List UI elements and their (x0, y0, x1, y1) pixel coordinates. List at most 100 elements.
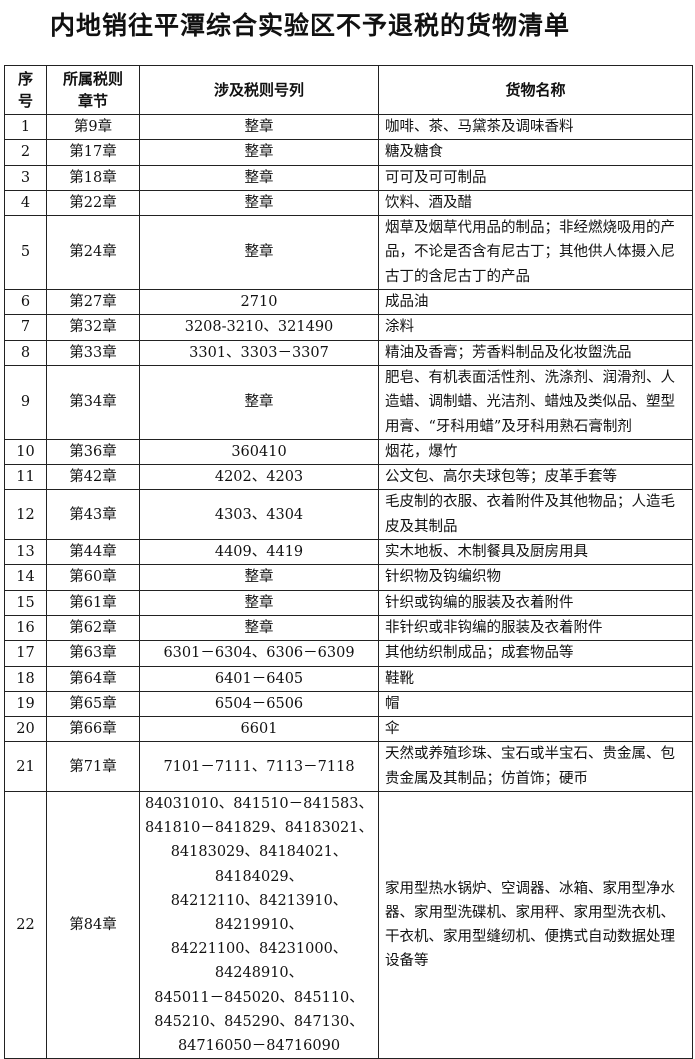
cell-goods: 精油及香膏；芳香料制品及化妆盥洗品 (378, 339, 693, 366)
header-codes: 涉及税则号列 (139, 65, 379, 115)
cell-goods: 公文包、高尔夫球包等；皮革手套等 (378, 464, 693, 491)
code-line: 84221100、84231000、84248910、 (170, 941, 348, 982)
cell-chapter: 第24章 (46, 215, 140, 291)
cell-no: 1 (4, 113, 47, 141)
table-row: 13 第44章 4409、4419 实木地板、木制餐具及厨房用具 (4, 539, 693, 566)
table-row: 16 第62章 整章 非针织或非钩编的服装及衣着附件 (4, 614, 693, 642)
table-row: 14 第60章 整章 针织物及钩编织物 (4, 564, 693, 591)
cell-goods: 帽 (378, 690, 693, 718)
table-row: 8 第33章 3301、3303－3307 精油及香膏；芳香料制品及化妆盥洗品 (4, 339, 693, 366)
cell-chapter: 第65章 (46, 690, 140, 718)
cell-codes: 6504－6506 (139, 690, 379, 718)
cell-no: 3 (4, 164, 47, 191)
cell-no: 16 (4, 614, 47, 642)
cell-goods: 成品油 (378, 289, 693, 316)
cell-no: 2 (4, 139, 47, 166)
cell-codes: 3208-3210、321490 (139, 314, 379, 341)
cell-codes: 3301、3303－3307 (139, 339, 379, 366)
header-no: 序号 (4, 65, 47, 115)
cell-no: 21 (4, 741, 47, 793)
cell-no: 7 (4, 314, 47, 341)
cell-chapter: 第17章 (46, 139, 140, 166)
header-chapter-line2: 章节 (77, 92, 108, 110)
table-row: 12 第43章 4303、4304 毛皮制的衣服、衣着附件及其他物品；人造毛皮及其制品 (4, 489, 693, 541)
cell-codes: 整章 (139, 614, 379, 642)
table-row: 20 第66章 6601 伞 (4, 716, 693, 743)
table-row: 21 第71章 7101－7111、7113－7118 天然或养殖珍珠、宝石或半宝石、… (4, 741, 693, 793)
table-row: 19 第65章 6504－6506 帽 (4, 690, 693, 718)
cell-codes: 整章 (139, 564, 379, 591)
table-row: 15 第61章 整章 针织或钩编的服装及衣着附件 (4, 589, 693, 616)
code-line: 845011－845020、845110、 (154, 989, 364, 1006)
table-row: 2 第17章 整章 糖及糖食 (4, 139, 693, 166)
header-no-line1: 序 (17, 70, 33, 88)
page-title: 内地销往平潭综合实验区不予退税的货物清单 (50, 11, 571, 40)
cell-goods: 针织或钩编的服装及衣着附件 (378, 589, 693, 616)
cell-goods: 伞 (378, 716, 693, 743)
cell-chapter: 第27章 (46, 289, 140, 316)
header-chapter-line1: 所属税则 (62, 70, 123, 88)
cell-codes: 4303、4304 (139, 489, 379, 541)
table-row: 11 第42章 4202、4203 公文包、高尔夫球包等；皮革手套等 (4, 464, 693, 491)
cell-chapter: 第36章 (46, 438, 140, 466)
cell-chapter: 第44章 (46, 539, 140, 566)
table-row: 1 第9章 整章 咖啡、茶、马黛茶及调味香料 (4, 113, 693, 141)
cell-codes: 2710 (139, 289, 379, 316)
cell-goods: 毛皮制的衣服、衣着附件及其他物品；人造毛皮及其制品 (378, 489, 693, 541)
cell-codes: 6601 (139, 716, 379, 743)
cell-goods: 其他纺织制成品；成套物品等 (378, 640, 693, 667)
cell-codes: 整章 (139, 189, 379, 217)
cell-codes: 6401－6405 (139, 665, 379, 692)
table-row: 7 第32章 3208-3210、321490 涂料 (4, 314, 693, 341)
cell-codes: 整章 (139, 139, 379, 166)
cell-chapter: 第33章 (46, 339, 140, 366)
table-row: 4 第22章 整章 饮料、酒及醋 (4, 189, 693, 217)
cell-codes: 整章 (139, 364, 379, 440)
cell-chapter: 第64章 (46, 665, 140, 692)
cell-goods: 家用型热水锅炉、空调器、冰箱、家用型净水器、家用型洗碟机、家用秤、家用型洗衣机、… (378, 791, 693, 1059)
cell-chapter: 第63章 (46, 640, 140, 667)
cell-goods: 针织物及钩编织物 (378, 564, 693, 591)
goods-table: 序号 所属税则 章节 涉及税则号列 货物名称 1 第9章 整章 咖啡、茶、马黛茶及调味香… (4, 65, 693, 1059)
cell-no: 10 (4, 438, 47, 466)
table-row: 17 第63章 6301－6304、6306－6309 其他纺织制成品；成套物品等 (4, 640, 693, 667)
cell-chapter: 第61章 (46, 589, 140, 616)
table-row: 22 第84章 84031010、841510－841583、 841810－84… (4, 791, 693, 1059)
cell-no: 6 (4, 289, 47, 316)
cell-no: 5 (4, 215, 47, 291)
cell-codes: 整章 (139, 164, 379, 191)
cell-chapter: 第71章 (46, 741, 140, 793)
cell-no: 11 (4, 464, 47, 491)
cell-no: 4 (4, 189, 47, 217)
cell-chapter: 第84章 (46, 791, 140, 1059)
table-row: 3 第18章 整章 可可及可可制品 (4, 164, 693, 191)
cell-codes: 整章 (139, 113, 379, 141)
cell-chapter: 第42章 (46, 464, 140, 491)
cell-no: 20 (4, 716, 47, 743)
cell-chapter: 第22章 (46, 189, 140, 217)
cell-goods: 烟草及烟草代用品的制品；非经燃烧吸用的产品，不论是否含有尼古丁；其他供人体摄入尼… (378, 215, 693, 291)
cell-goods: 天然或养殖珍珠、宝石或半宝石、贵金属、包贵金属及其制品；仿首饰；硬币 (378, 741, 693, 793)
cell-codes: 4202、4203 (139, 464, 379, 491)
cell-chapter: 第9章 (46, 113, 140, 141)
cell-chapter: 第43章 (46, 489, 140, 541)
cell-no: 19 (4, 690, 47, 718)
header-chapter: 所属税则 章节 (46, 65, 140, 115)
code-line: 84031010、841510－841583、 (144, 796, 373, 813)
cell-chapter: 第62章 (46, 614, 140, 642)
cell-chapter: 第66章 (46, 716, 140, 743)
table-header-row: 序号 所属税则 章节 涉及税则号列 货物名称 (4, 65, 693, 115)
cell-no: 8 (4, 339, 47, 366)
cell-goods: 可可及可可制品 (378, 164, 693, 191)
cell-no: 13 (4, 539, 47, 566)
cell-codes: 6301－6304、6306－6309 (139, 640, 379, 667)
header-no-line2: 号 (17, 92, 33, 110)
cell-codes: 7101－7111、7113－7118 (139, 741, 379, 793)
cell-goods: 实木地板、木制餐具及厨房用具 (378, 539, 693, 566)
cell-goods: 咖啡、茶、马黛茶及调味香料 (378, 113, 693, 141)
cell-chapter: 第34章 (46, 364, 140, 440)
cell-no: 12 (4, 489, 47, 541)
code-line: 845210、845290、847130、 (154, 1013, 364, 1030)
code-line: 84183029、84184021、84184029、 (170, 844, 348, 885)
cell-goods: 饮料、酒及醋 (378, 189, 693, 217)
